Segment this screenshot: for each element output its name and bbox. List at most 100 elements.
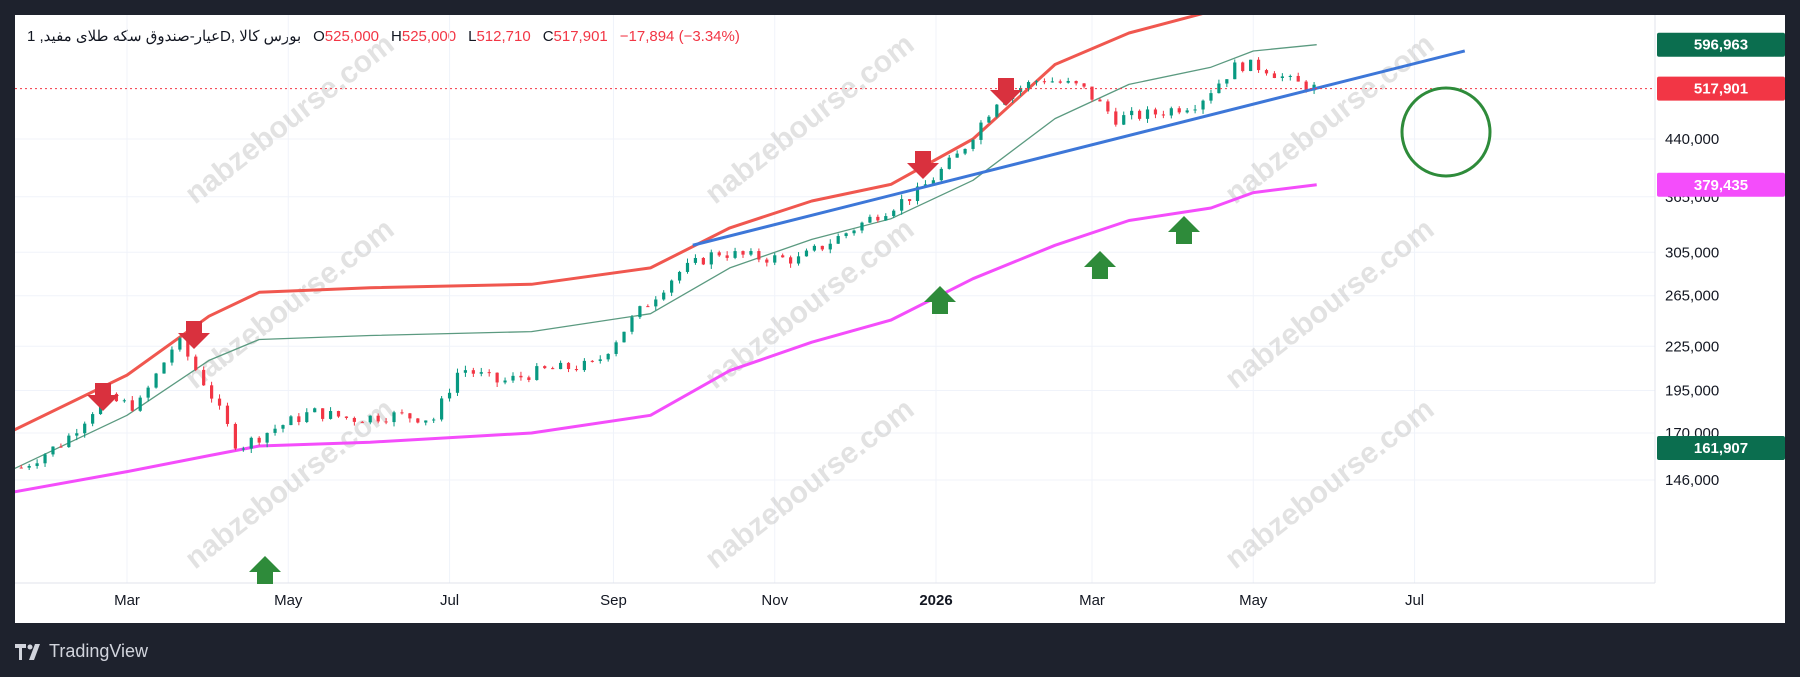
x-tick-label: May <box>274 592 303 609</box>
price-badge-label: 596,963 <box>1694 37 1748 54</box>
candle-body <box>233 423 237 449</box>
candle-body <box>757 251 761 260</box>
candle-body <box>305 412 309 422</box>
candle-body <box>614 342 618 354</box>
y-tick-label: 146,000 <box>1665 472 1719 489</box>
chart-frame[interactable]: عیار-صندوق سکه طلای مفید, 1D, بورس کالا … <box>15 15 1785 623</box>
candle-body <box>979 122 983 140</box>
candle-body <box>321 408 325 419</box>
candle-body <box>328 411 333 419</box>
candle-body <box>773 255 777 263</box>
candle-body <box>1161 114 1165 116</box>
candle-body <box>1019 87 1023 92</box>
candle-body <box>59 446 63 448</box>
highlight-circle <box>1400 86 1492 178</box>
watermark-text: nabzebourse.com <box>1219 212 1440 395</box>
low-value: 512,710 <box>476 27 531 45</box>
arrow-up-icon <box>924 286 956 314</box>
candle-body <box>146 387 150 398</box>
candle-body <box>1026 82 1031 88</box>
candle-body <box>162 362 166 374</box>
candle-body <box>241 448 245 450</box>
candle-body <box>646 306 650 308</box>
candle-body <box>35 463 39 466</box>
x-tick-label: Nov <box>761 592 788 609</box>
candle-body <box>1050 81 1054 83</box>
candle-body <box>820 245 824 250</box>
candle-body <box>51 446 55 455</box>
price-badge <box>1657 436 1785 461</box>
candle-body <box>685 262 690 272</box>
price-badge-label: 161,907 <box>1694 440 1748 457</box>
candle-body <box>1042 81 1047 83</box>
candle-body <box>1241 62 1245 72</box>
candle-body <box>1090 86 1094 100</box>
candle-body <box>733 251 737 258</box>
candle-body <box>1264 70 1269 74</box>
candle-body <box>1193 109 1197 111</box>
candle-body <box>170 349 174 363</box>
candle-body <box>186 338 190 357</box>
candle-body <box>812 245 816 251</box>
candle-body <box>709 252 713 265</box>
candle-body <box>606 353 610 360</box>
candle-body <box>1153 109 1158 115</box>
candle-body <box>1098 99 1102 102</box>
instrument-name: عیار-صندوق سکه طلای مفید, 1D, بورس کالا <box>27 28 302 45</box>
candle-body <box>796 256 801 264</box>
x-tick-label: Sep <box>600 592 627 609</box>
candle-body <box>1106 101 1110 112</box>
x-tick-label: May <box>1239 592 1268 609</box>
watermark-text: nabzebourse.com <box>699 27 920 210</box>
candle-body <box>352 417 356 422</box>
candle-body <box>1296 75 1300 82</box>
candle-body <box>963 148 967 154</box>
candle-body <box>432 419 436 421</box>
candle-body <box>662 292 666 300</box>
candle-body <box>598 359 602 361</box>
candle-body <box>670 280 674 293</box>
low-label: L <box>468 27 477 45</box>
arrow-down-icon <box>907 151 939 179</box>
candle-body <box>828 243 832 250</box>
arrow-down-icon <box>178 321 210 349</box>
candle-body <box>75 433 79 436</box>
candle-body <box>1225 79 1229 84</box>
candle-body <box>503 380 507 383</box>
price-badge-label: 379,435 <box>1694 177 1748 194</box>
x-tick-label: Jul <box>1405 592 1424 609</box>
candle-body <box>463 370 468 373</box>
price-chart[interactable]: 146,000170,000195,000225,000265,000305,0… <box>15 15 1785 623</box>
candle-body <box>939 168 943 181</box>
candle-body <box>884 216 888 221</box>
candle-body <box>19 467 23 469</box>
candle-body <box>408 413 412 419</box>
tradingview-logo[interactable]: TradingView <box>15 641 148 662</box>
candle-body <box>725 255 729 258</box>
candle-body <box>1185 110 1189 113</box>
candle-body <box>1074 80 1078 84</box>
candle-body <box>392 412 396 423</box>
watermark-text: nabzebourse.com <box>1219 27 1440 210</box>
candle-body <box>630 317 634 332</box>
open-value: 525,000 <box>324 27 380 45</box>
candle-body <box>900 199 904 211</box>
candle-body <box>1177 108 1181 113</box>
candle-body <box>281 425 285 429</box>
upper-band-line <box>15 15 1203 432</box>
candle-body <box>217 398 222 406</box>
candle-body <box>368 415 372 423</box>
candle-body <box>1169 108 1173 116</box>
x-tick-label: Mar <box>1079 592 1105 609</box>
candle-body <box>717 252 721 256</box>
price-badge <box>1657 32 1785 57</box>
candle-body <box>1201 100 1205 110</box>
close-label: C <box>542 27 554 45</box>
candle-body <box>83 423 87 434</box>
arrow-down-icon <box>87 383 119 411</box>
candle-body <box>582 360 586 371</box>
candle-body <box>590 360 594 362</box>
candle-body <box>130 400 134 411</box>
candle-body <box>527 377 531 380</box>
y-tick-label: 440,000 <box>1665 131 1719 148</box>
